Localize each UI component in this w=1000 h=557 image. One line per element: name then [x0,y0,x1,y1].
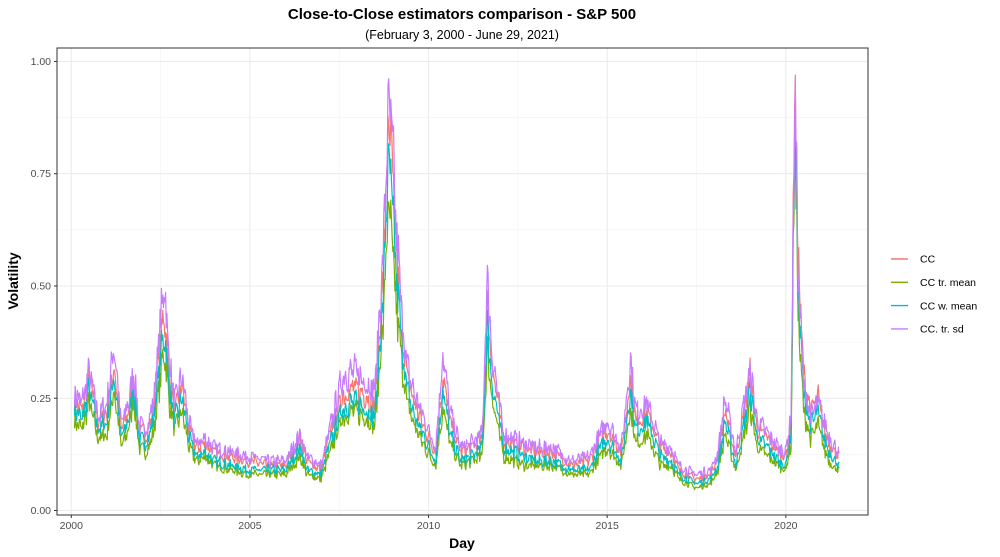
chart-title: Close-to-Close estimators comparison - S… [288,6,636,23]
chart-subtitle: (February 3, 2000 - June 29, 2021) [365,28,559,42]
series-line-2 [73,106,840,487]
y-tick-label: 1.00 [31,56,52,68]
x-tick-label: 2000 [60,520,84,532]
x-axis-title: Day [449,535,475,551]
series-lines [73,74,840,491]
y-axis-title: Volatility [5,252,21,310]
x-tick-label: 2005 [238,520,262,532]
x-tick-label: 2010 [417,520,441,532]
legend-label: CC [920,254,936,266]
y-axis: 0.00 0.25 0.50 0.75 1.00 [31,56,57,517]
y-tick-label: 0.00 [31,505,52,517]
legend-label: CC tr. mean [920,277,976,289]
y-tick-label: 0.25 [31,393,52,405]
legend-label: CC w. mean [920,300,977,312]
plot-border [56,47,869,516]
x-tick-label: 2020 [774,520,798,532]
legend: CC CC tr. mean CC w. mean CC. tr. sd [891,254,977,336]
plot-panel [56,47,869,516]
grid-lines [57,48,868,515]
series-line-3 [73,78,840,479]
y-tick-label: 0.50 [31,280,52,292]
y-tick-label: 0.75 [31,168,52,180]
x-tick-label: 2015 [596,520,620,532]
legend-label: CC. tr. sd [920,324,964,336]
x-axis: 2000 2005 2010 2015 2020 [60,515,798,532]
